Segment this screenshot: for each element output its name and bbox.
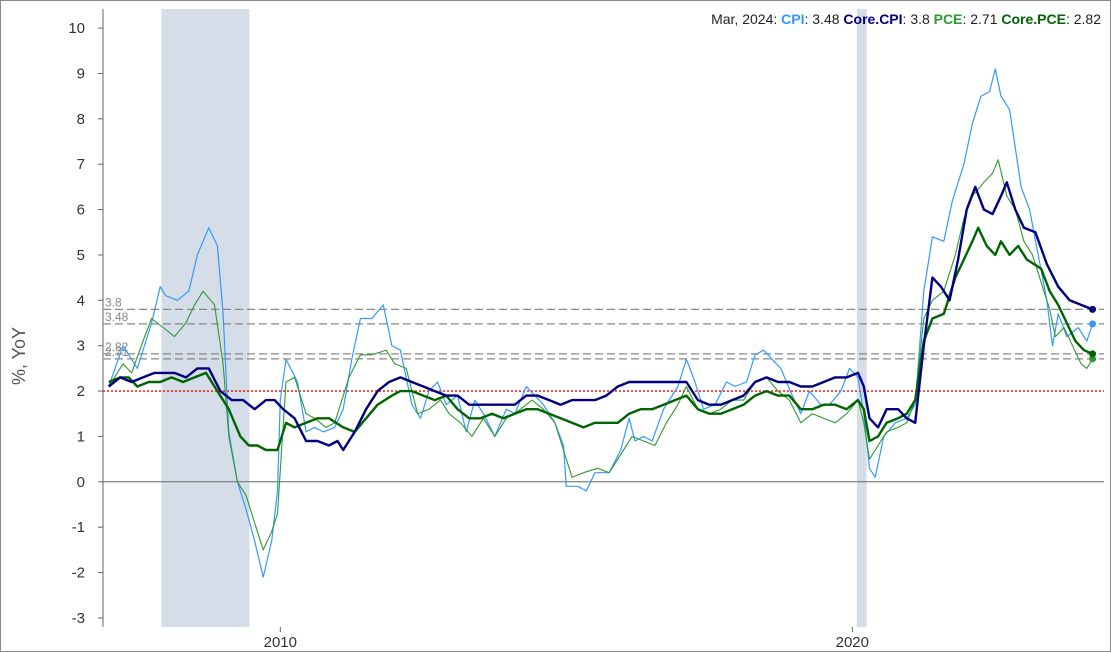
series-endpoint-cpi (1089, 320, 1097, 328)
y-tick-label: 3 (77, 338, 85, 355)
series-line-cpi (108, 68, 1094, 578)
readout-corepce-value: 2.82 (1074, 11, 1101, 27)
series-lines (107, 68, 1094, 578)
readout-sep: : (903, 11, 911, 27)
readout-pce-name: PCE (934, 11, 963, 27)
y-tick-label: 0 (77, 474, 85, 491)
readout-sep: : (773, 11, 781, 27)
readout-corecpi-value: 3.8 (910, 11, 930, 27)
y-tick-label: 9 (77, 65, 85, 82)
y-tick-label: 10 (68, 20, 85, 37)
reference-line-label: 3.8 (105, 295, 122, 309)
reference-line-label: 2.82 (105, 340, 129, 354)
readout-sep: : (962, 11, 970, 27)
readout-cpi-value: 3.48 (812, 11, 839, 27)
series-line-core-cpi (107, 181, 1094, 452)
reference-line-label: 3.48 (105, 310, 129, 324)
readout-sep: : (804, 11, 812, 27)
reference-lines: 3.83.48 2.822.71 (103, 295, 1104, 360)
y-tick-label: 5 (77, 247, 85, 264)
y-tick-label: -3 (72, 610, 85, 627)
hover-readout: Mar, 2024: CPI: 3.48 Core.CPI: 3.8 PCE: … (711, 11, 1101, 27)
y-tick-label: 6 (77, 202, 85, 219)
readout-cpi-name: CPI (781, 11, 804, 27)
series-line-pce (108, 159, 1094, 551)
series-endpoint-core-cpi (1089, 305, 1097, 313)
y-tick-label: 7 (77, 156, 85, 173)
readout-corecpi-name: Core.CPI (843, 11, 902, 27)
x-axis: 2010 2020 (264, 627, 869, 651)
readout-pce-value: 2.71 (970, 11, 997, 27)
x-tick-label: 2010 (264, 634, 297, 651)
y-tick-label: -2 (72, 565, 85, 582)
y-tick-label: 1 (77, 428, 85, 445)
readout-date: Mar, 2024 (711, 11, 773, 27)
readout-corepce-name: Core.PCE (1001, 11, 1066, 27)
y-axis: -3 -2 -1 0 1 2 3 4 5 6 7 8 9 10 (68, 20, 103, 627)
y-tick-label: 2 (77, 383, 85, 400)
series-endpoint-core-pce (1089, 350, 1097, 358)
recession-shading (161, 9, 867, 627)
series-line-core-pce (108, 226, 1094, 452)
recession-band (161, 9, 250, 627)
reference-line-label: 2.71 (105, 345, 129, 359)
y-tick-label: -1 (72, 519, 85, 536)
recession-band (856, 9, 867, 627)
readout-sep: : (1066, 11, 1074, 27)
y-axis-label: %, YoY (9, 327, 29, 385)
y-tick-label: 4 (77, 292, 85, 309)
y-tick-label: 8 (77, 111, 85, 128)
series-endpoint-pce (1089, 355, 1097, 363)
x-tick-label: 2020 (836, 634, 869, 651)
series-endpoints (1089, 305, 1097, 363)
